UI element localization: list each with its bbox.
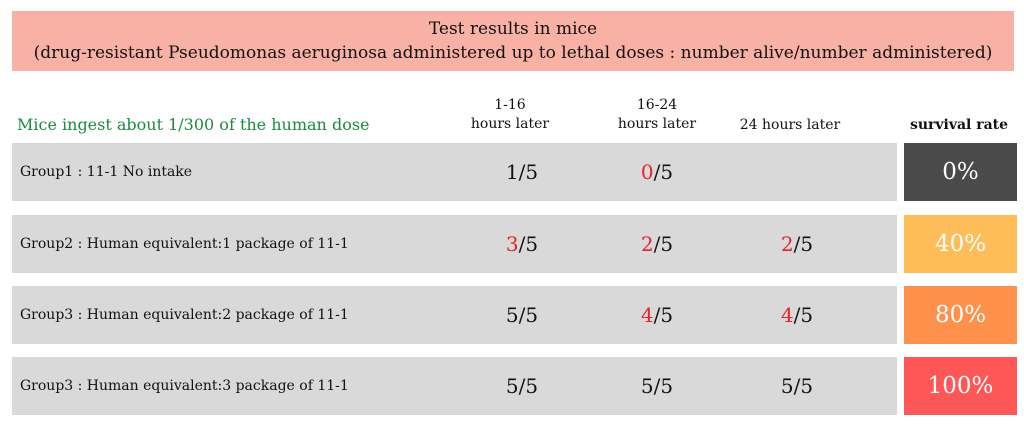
cell-1-16h: 5/5: [505, 303, 539, 327]
table-row: Group1 : 11-1 No intake 1/5 0/5: [12, 143, 897, 201]
cell-24h: 2/5: [780, 232, 814, 256]
cell-24h: 5/5: [780, 374, 814, 398]
table-row: Group2 : Human equivalent:1 package of 1…: [12, 215, 897, 273]
survival-rate-badge: 40%: [904, 215, 1017, 273]
cell-16-24h: 2/5: [640, 232, 674, 256]
row-label: Group2 : Human equivalent:1 package of 1…: [20, 236, 349, 252]
title-banner: Test results in mice (drug-resistant Pse…: [12, 11, 1014, 71]
survival-rate-badge: 0%: [904, 143, 1017, 201]
cell-16-24h: 4/5: [640, 303, 674, 327]
title-line-1: Test results in mice: [428, 19, 598, 39]
dose-note: Mice ingest about 1/300 of the human dos…: [17, 115, 370, 134]
cell-16-24h: 0/5: [640, 160, 674, 184]
table-row: Group3 : Human equivalent:3 package of 1…: [12, 357, 897, 415]
cell-24h: [737, 143, 857, 201]
table-row: Group3 : Human equivalent:2 package of 1…: [12, 286, 897, 344]
cell-1-16h: 3/5: [505, 232, 539, 256]
cell-24h: 4/5: [780, 303, 814, 327]
column-header-survival-rate: survival rate: [909, 117, 1009, 133]
cell-1-16h: 1/5: [505, 160, 539, 184]
title-line-2: (drug-resistant Pseudomonas aeruginosa a…: [33, 43, 993, 63]
cell-1-16h: 5/5: [505, 374, 539, 398]
row-label: Group3 : Human equivalent:3 package of 1…: [20, 378, 349, 394]
column-header-16-24h: 16-24 hours later: [617, 97, 697, 132]
survival-rate-badge: 100%: [904, 357, 1017, 415]
survival-rate-badge: 80%: [904, 286, 1017, 344]
cell-16-24h: 5/5: [640, 374, 674, 398]
column-header-1-16h: 1-16 hours later: [470, 97, 550, 132]
row-label: Group3 : Human equivalent:2 package of 1…: [20, 307, 349, 323]
row-label: Group1 : 11-1 No intake: [20, 164, 193, 180]
column-header-24h: 24 hours later: [739, 117, 841, 133]
